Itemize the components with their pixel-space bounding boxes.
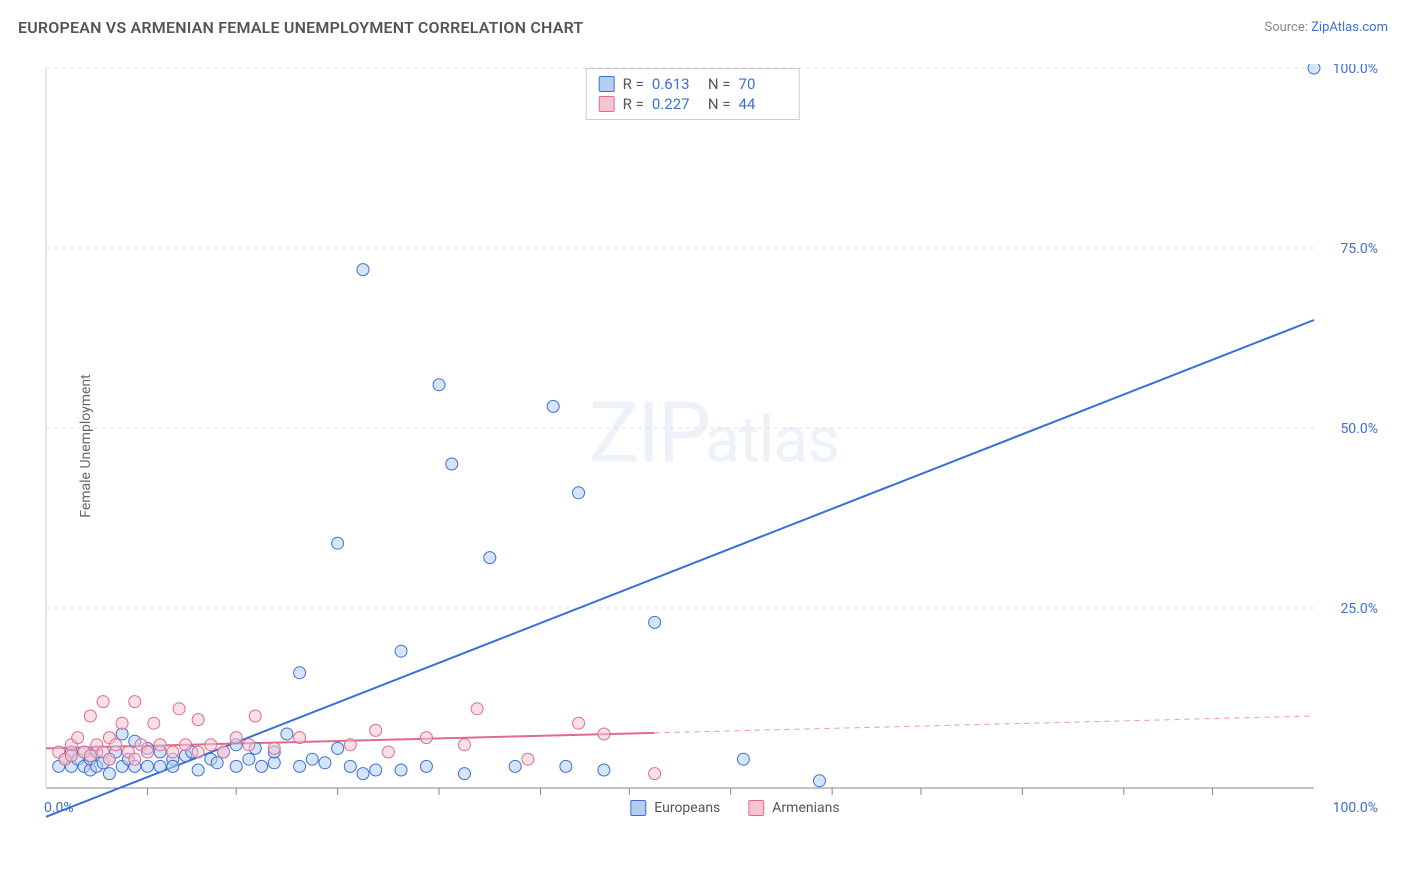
stats-row-europeans: R = 0.613 N = 70 (599, 75, 787, 93)
source-attribution: Source: ZipAtlas.com (1264, 20, 1388, 35)
page-title: EUROPEAN VS ARMENIAN FEMALE UNEMPLOYMENT… (18, 18, 583, 37)
legend-item-armenians: Armenians (748, 800, 839, 816)
svg-text:25.0%: 25.0% (1340, 601, 1378, 617)
r-value-europeans: 0.613 (652, 75, 700, 93)
chart-area: 25.0%50.0%75.0%100.0% ZIP atlas R = 0.61… (44, 64, 1384, 832)
svg-text:50.0%: 50.0% (1340, 421, 1378, 437)
n-value-armenians: 44 (739, 95, 787, 113)
scatter-plot-svg: 25.0% 50.0% 75.0% 100.0% (44, 64, 1384, 832)
stats-legend-box: R = 0.613 N = 70 R = 0.227 N = 44 (586, 68, 800, 120)
source-prefix: Source: (1264, 20, 1311, 35)
x-axis-min-label: 0.0% (44, 800, 74, 816)
n-label: N = (708, 95, 731, 113)
legend-item-europeans: Europeans (630, 800, 720, 816)
n-value-europeans: 70 (739, 75, 787, 93)
svg-text:75.0%: 75.0% (1340, 241, 1378, 257)
r-label: R = (623, 75, 644, 93)
swatch-armenians (599, 96, 615, 112)
legend-swatch-armenians (748, 800, 764, 816)
bottom-legend: Europeans Armenians (630, 800, 839, 816)
stats-row-armenians: R = 0.227 N = 44 (599, 95, 787, 113)
r-value-armenians: 0.227 (652, 95, 700, 113)
x-axis-max-label: 100.0% (1333, 800, 1378, 816)
swatch-europeans (599, 76, 615, 92)
svg-text:100.0%: 100.0% (1333, 64, 1378, 77)
n-label: N = (708, 75, 731, 93)
legend-swatch-europeans (630, 800, 646, 816)
source-link[interactable]: ZipAtlas.com (1311, 20, 1388, 35)
r-label: R = (623, 95, 644, 113)
legend-label-europeans: Europeans (654, 800, 720, 816)
legend-label-armenians: Armenians (772, 800, 839, 816)
